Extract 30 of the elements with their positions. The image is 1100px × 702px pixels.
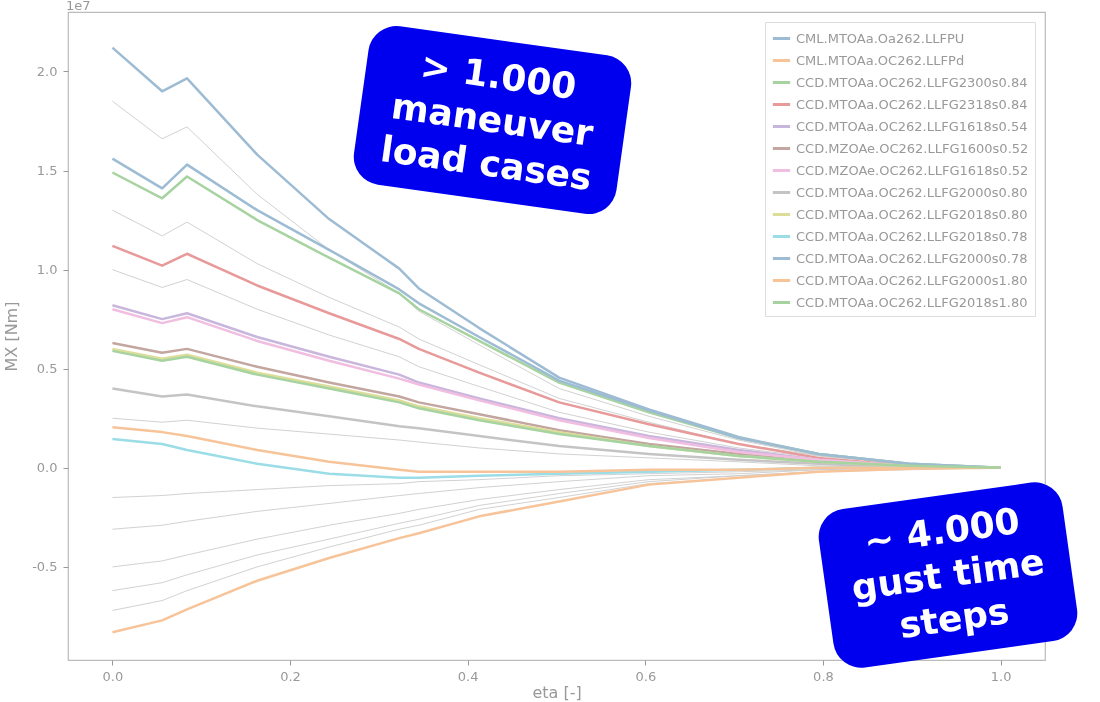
y-tick-label: 0.5 (36, 361, 58, 377)
x-axis-title: eta [-] (532, 682, 582, 702)
legend-label: CCD.MTOAa.OC262.LLFG2018s0.80 (796, 206, 1028, 222)
legend-label: CCD.MTOAa.OC262.LLFG2018s0.78 (796, 228, 1028, 244)
x-tick-label: 0.8 (813, 668, 834, 684)
x-tick-label: 0.4 (457, 668, 479, 684)
annotation: 1e7 (66, 0, 91, 13)
legend-label: CCD.MTOAa.OC262.LLFG2000s1.80 (796, 272, 1028, 288)
x-tick-label: 1.0 (990, 668, 1012, 684)
y-tick-label: 1.5 (36, 163, 58, 179)
annotation: > 1.000 maneuver load cases (350, 22, 635, 218)
legend-label: CCD.MZOAe.OC262.LLFG1600s0.52 (796, 140, 1029, 156)
legend-label: CCD.MTOAa.OC262.LLFG2018s1.80 (796, 294, 1028, 310)
y-tick-label: 1.0 (36, 262, 58, 278)
x-tick-label: 0.6 (635, 668, 657, 684)
x-tick-label: 0.2 (280, 668, 301, 684)
legend-label: CML.MTOAa.OC262.LLFPd (796, 52, 965, 68)
legend-label: CCD.MTOAa.OC262.LLFG2318s0.84 (796, 96, 1028, 112)
y-tick-label: 2.0 (36, 63, 58, 79)
legend-label: CML.MTOAa.Oa262.LLFPU (796, 30, 965, 46)
legend-label: CCD.MZOAe.OC262.LLFG1618s0.52 (796, 162, 1029, 178)
x-tick-label: 0.0 (102, 668, 124, 684)
y-tick-label: 0.0 (36, 460, 58, 476)
legend-label: CCD.MTOAa.OC262.LLFG2000s0.78 (796, 250, 1028, 266)
legend-label: CCD.MTOAa.OC262.LLFG2300s0.84 (796, 74, 1028, 90)
legend-label: CCD.MTOAa.OC262.LLFG2000s0.80 (796, 184, 1028, 200)
y-tick-label: -0.5 (32, 559, 58, 575)
y-axis-title: MX [Nm] (2, 301, 22, 372)
legend-label: CCD.MTOAa.OC262.LLFG1618s0.54 (796, 118, 1028, 134)
annotation: ~ 4.000 gust time steps (849, 499, 1047, 647)
